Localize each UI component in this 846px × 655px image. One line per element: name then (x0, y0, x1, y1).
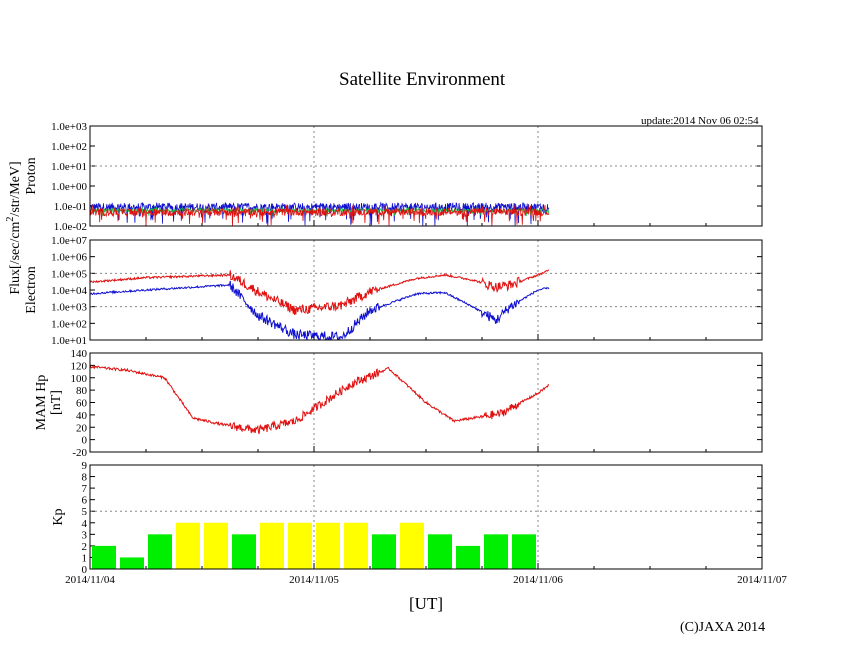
kp-bar (400, 522, 424, 569)
kp-bar (428, 534, 452, 569)
y-tick-label: 9 (82, 460, 88, 472)
y-tick-label: 1.0e+01 (51, 335, 87, 347)
panel-frame (89, 125, 763, 227)
panel-ylabel: Electron (24, 266, 39, 313)
x-axis-label: [UT] (409, 594, 443, 613)
panel-ylabel-unit: [nT] (49, 390, 64, 415)
x-tick-label: 2014/11/04 (65, 574, 115, 586)
kp-bar (232, 534, 256, 569)
y-tick-label: 1.0e+04 (51, 285, 87, 297)
x-tick-label: 2014/11/06 (513, 574, 563, 586)
plot-area-electron (90, 269, 550, 340)
panel-frame (89, 464, 763, 570)
kp-bar (288, 522, 312, 569)
y-tick-label: 120 (71, 360, 88, 372)
panel-frame (89, 239, 763, 341)
panel-proton: 1.0e-02 1.0e-01 1.0e+00 1.0e+01 1.0e+02 1.0e+… (24, 121, 763, 233)
kp-bar (484, 534, 508, 569)
copyright-credit: (C)JAXA 2014 (680, 620, 766, 635)
y-tick-label: 140 (71, 348, 88, 360)
panel-electron: 1.0e+01 1.0e+02 1.0e+03 1.0e+04 1.0e+05 1.0e+… (24, 235, 763, 347)
y-tick-label: 60 (76, 398, 88, 410)
y-tick-label: 80 (76, 385, 88, 397)
y-tick-label: 100 (71, 373, 88, 385)
y-tick-label: 1.0e+06 (51, 252, 87, 264)
y-tick-label: 6 (82, 495, 88, 507)
kp-bar (176, 522, 200, 569)
kp-bar (512, 534, 536, 569)
kp-bar (456, 545, 480, 569)
kp-bar (316, 522, 340, 569)
kp-bar (260, 522, 284, 569)
y-tick-label: -20 (72, 447, 87, 459)
plot-area-mam_hp (90, 365, 550, 435)
panel-frame (89, 352, 763, 453)
electron-series-blue (90, 280, 550, 340)
proton-series-red (90, 204, 550, 226)
electron-series-red (90, 269, 550, 315)
x-tick-label: 2014/11/07 (737, 574, 787, 586)
plot-area-kp (92, 522, 536, 569)
y-tick-label: 4 (82, 518, 88, 530)
y-tick-label: 3 (82, 529, 88, 541)
panel-ylabel: Kp (51, 508, 66, 525)
y-tick-label: 1 (82, 552, 88, 564)
y-tick-label: 1.0e+02 (51, 141, 87, 153)
y-tick-label: 1.0e-01 (54, 201, 87, 213)
y-tick-label: 0 (82, 435, 88, 447)
y-tick-label: 5 (82, 506, 88, 518)
page-title: Satellite Environment (339, 69, 506, 90)
kp-bar (204, 522, 228, 569)
y-tick-label: 1.0e+01 (51, 161, 87, 173)
x-tick-label: 2014/11/05 (289, 574, 339, 586)
update-timestamp: update:2014 Nov 06 02:54 (641, 115, 759, 127)
y-tick-label: 1.0e+05 (51, 268, 87, 280)
kp-bar (148, 534, 172, 569)
y-tick-label: 1.0e+02 (51, 318, 87, 330)
y-tick-label: 2 (82, 541, 88, 553)
panel-ylabel: MAM Hp (34, 375, 49, 431)
y-tick-label: 1.0e+03 (51, 302, 87, 314)
kp-bar (372, 534, 396, 569)
proton-series-blue (90, 201, 550, 226)
y-tick-label: 1.0e+07 (51, 235, 87, 247)
y-tick-label: 1.0e+00 (51, 181, 87, 193)
y-tick-label: 1.0e+03 (51, 121, 87, 133)
plot-area-proton (90, 201, 550, 226)
panel-ylabel: Proton (24, 157, 39, 194)
y-tick-label: 7 (82, 483, 88, 495)
kp-bar (344, 522, 368, 569)
y-tick-label: 40 (76, 410, 88, 422)
y-tick-label: 20 (76, 422, 88, 434)
y-tick-label: 0 (82, 564, 88, 576)
y-tick-label: 8 (82, 472, 88, 484)
y-tick-label: 1.0e-02 (54, 221, 87, 233)
flux-ylabel: Flux[/sec/cm2/str/MeV] (5, 161, 23, 294)
kp-bar (120, 557, 144, 569)
mam_hp-series-red (90, 365, 550, 435)
kp-bar (92, 545, 116, 569)
